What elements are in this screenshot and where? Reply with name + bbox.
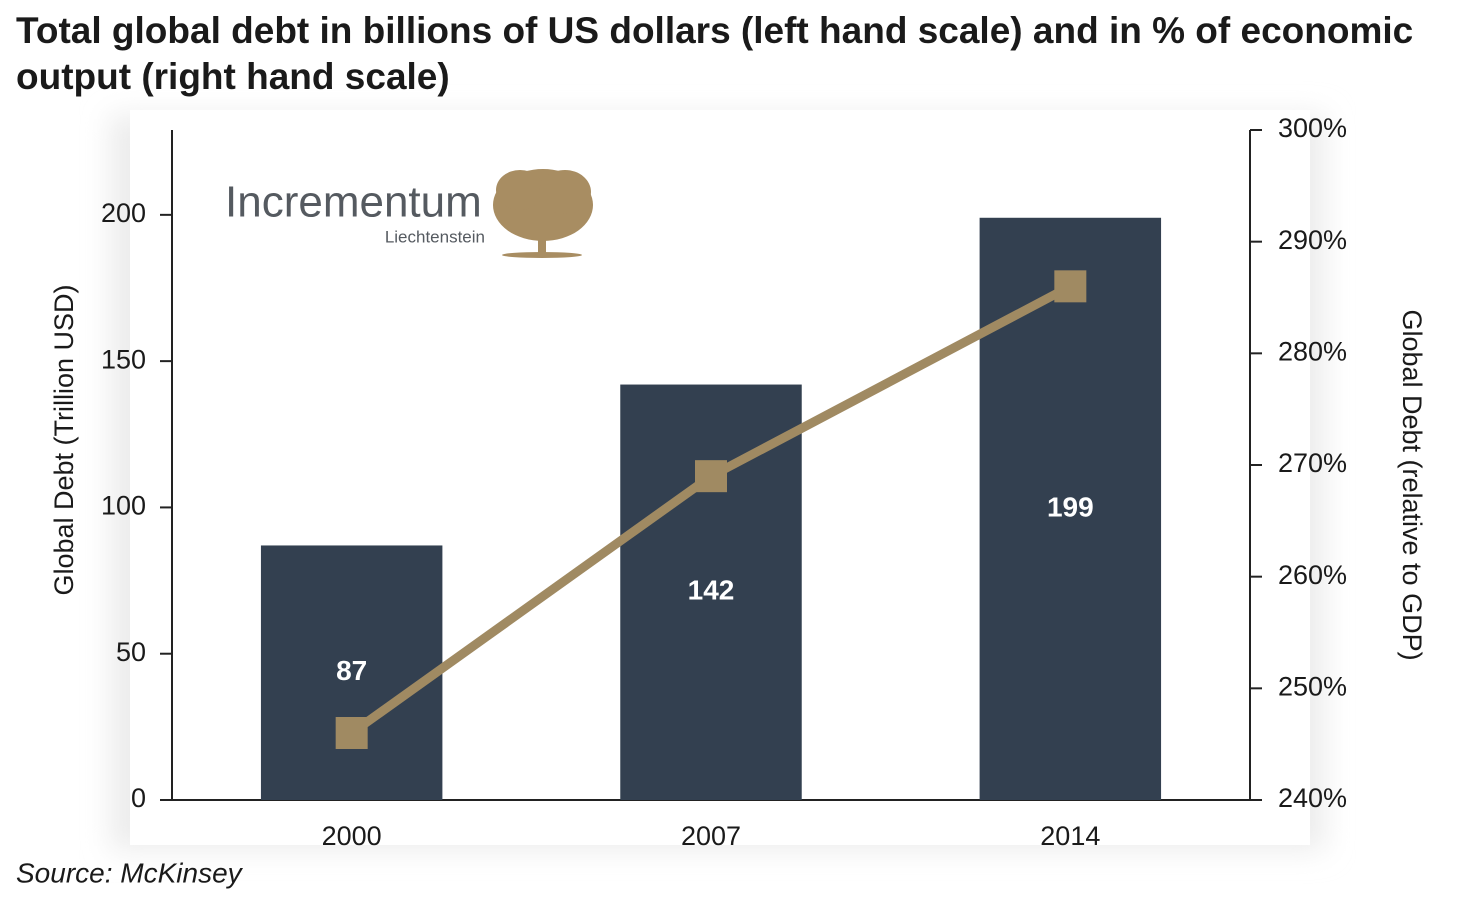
source: Source: McKinsey bbox=[16, 857, 244, 888]
y-tick-label: 200 bbox=[101, 198, 146, 228]
x-tick-label: 2000 bbox=[322, 821, 382, 851]
logo-tree bbox=[493, 169, 593, 258]
y2-tick-label: 240% bbox=[1278, 783, 1347, 813]
line-marker bbox=[695, 460, 727, 493]
x-tick-label: 2014 bbox=[1040, 821, 1100, 851]
logo-name: Incrementum bbox=[225, 178, 482, 227]
bar-value-label: 87 bbox=[336, 655, 367, 686]
bar bbox=[620, 384, 802, 800]
y2-tick-label: 290% bbox=[1278, 225, 1347, 255]
x-tick-label: 2007 bbox=[681, 821, 741, 851]
y2-tick-label: 260% bbox=[1278, 560, 1347, 590]
logo-place: Liechtenstein bbox=[385, 227, 485, 246]
line-marker bbox=[1054, 270, 1087, 303]
y2-tick-label: 280% bbox=[1278, 336, 1347, 366]
y-tick-label: 50 bbox=[116, 637, 146, 667]
y-axis-label: Global Debt (Trillion USD) bbox=[49, 284, 79, 595]
bar-value-label: 199 bbox=[1047, 491, 1094, 522]
y2-tick-label: 270% bbox=[1278, 448, 1347, 478]
logo: Incrementum Liechtenstein bbox=[225, 169, 593, 258]
y2-tick-label: 250% bbox=[1278, 671, 1347, 701]
chart-title: Total global debt in billions of US doll… bbox=[16, 10, 1413, 97]
bar bbox=[260, 545, 443, 800]
y2-tick-label: 300% bbox=[1278, 113, 1347, 143]
y2-axis-label: Global Debt (relative to GDP) bbox=[1397, 309, 1427, 660]
y-tick-label: 0 bbox=[131, 783, 146, 813]
y-tick-label: 150 bbox=[101, 344, 146, 374]
y-tick-label: 100 bbox=[101, 491, 146, 521]
bar-value-label: 142 bbox=[688, 575, 735, 606]
line-marker bbox=[335, 717, 368, 749]
